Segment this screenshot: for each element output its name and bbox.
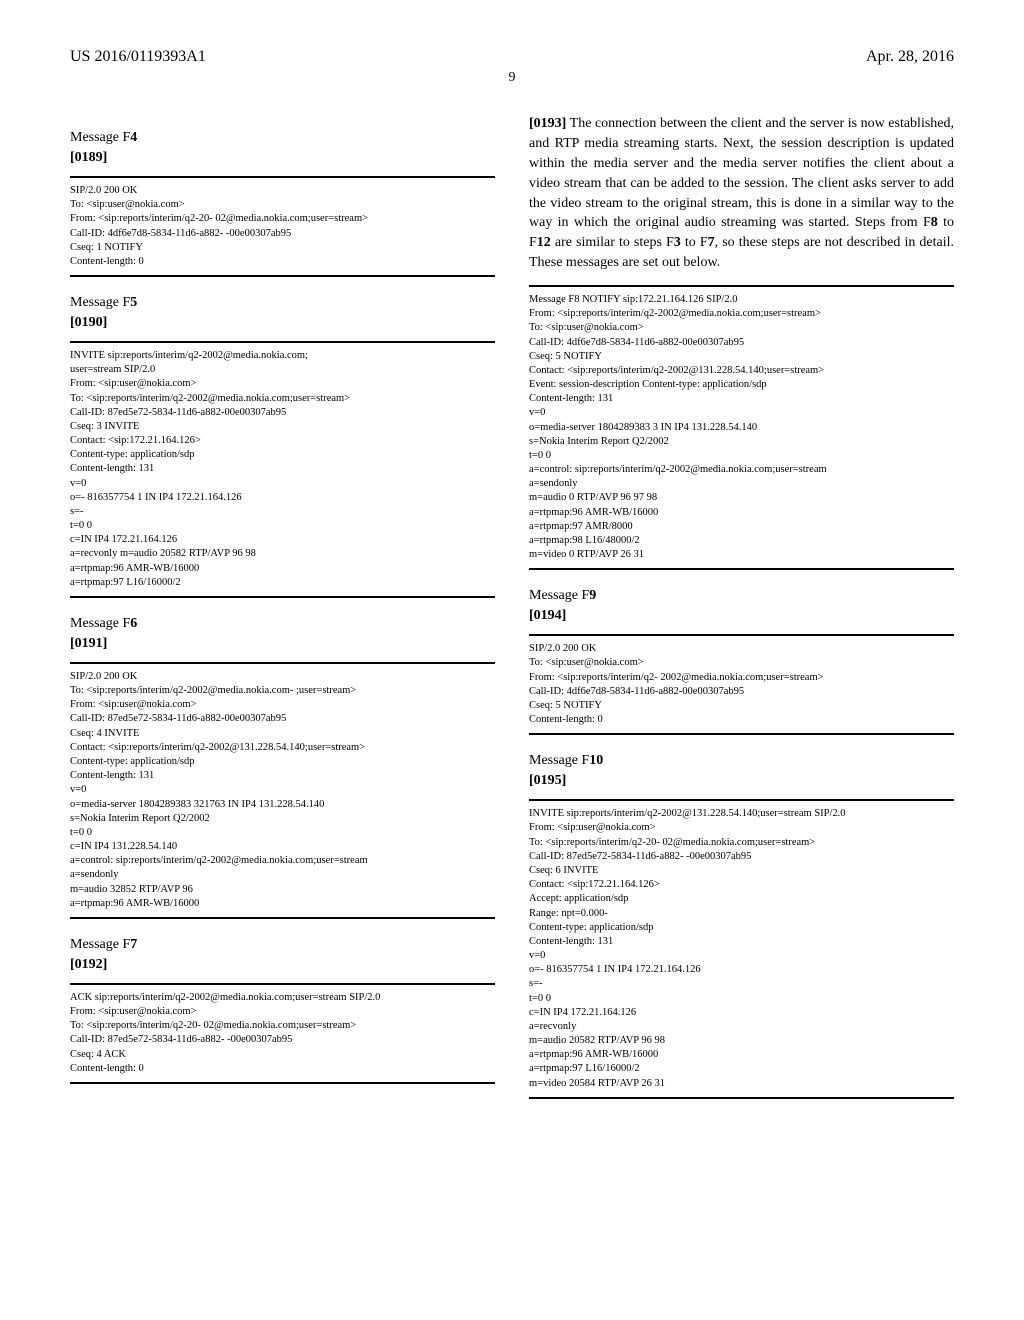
message-f6-code: SIP/2.0 200 OK To: <sip:reports/interim/…	[70, 662, 495, 919]
title-num: 7	[130, 937, 137, 952]
ref-num: 8	[931, 215, 938, 230]
title-num: 4	[130, 130, 137, 145]
title-num: 6	[130, 616, 137, 631]
paragraph-number: [0191]	[70, 636, 495, 652]
message-f4-code: SIP/2.0 200 OK To: <sip:user@nokia.com> …	[70, 176, 495, 277]
right-column: [0193] The connection between the client…	[529, 114, 954, 1117]
ref-num: 3	[674, 235, 681, 250]
paragraph-number: [0189]	[70, 150, 495, 166]
publication-date: Apr. 28, 2016	[866, 48, 954, 66]
title-prefix: Message F	[529, 753, 589, 768]
message-f5-title: Message F5	[70, 295, 495, 311]
para-text: to F	[681, 235, 708, 250]
columns: Message F4 [0189] SIP/2.0 200 OK To: <si…	[70, 114, 954, 1117]
title-prefix: Message F	[70, 130, 130, 145]
message-f7-title: Message F7	[70, 937, 495, 953]
message-f9-code: SIP/2.0 200 OK To: <sip:user@nokia.com> …	[529, 634, 954, 735]
left-column: Message F4 [0189] SIP/2.0 200 OK To: <si…	[70, 114, 495, 1117]
message-f4-title: Message F4	[70, 130, 495, 146]
message-f7-code: ACK sip:reports/interim/q2-2002@media.no…	[70, 983, 495, 1084]
paragraph-number: [0195]	[529, 773, 954, 789]
paragraph-number: [0192]	[70, 957, 495, 973]
paragraph-number: [0190]	[70, 315, 495, 331]
ref-num: 12	[537, 235, 551, 250]
paragraph-0193: [0193] The connection between the client…	[529, 114, 954, 273]
title-prefix: Message F	[70, 616, 130, 631]
paragraph-number: [0193]	[529, 116, 566, 131]
message-f10-code: INVITE sip:reports/interim/q2-2002@131.2…	[529, 799, 954, 1098]
message-f10-title: Message F10	[529, 753, 954, 769]
ref-num: 7	[708, 235, 715, 250]
para-text: are similar to steps F	[551, 235, 674, 250]
title-prefix: Message F	[529, 588, 589, 603]
title-num: 5	[130, 295, 137, 310]
message-f5-code: INVITE sip:reports/interim/q2-2002@media…	[70, 341, 495, 598]
message-f8-code: Message F8 NOTIFY sip:172.21.164.126 SIP…	[529, 285, 954, 570]
title-prefix: Message F	[70, 937, 130, 952]
title-prefix: Message F	[70, 295, 130, 310]
title-num: 10	[589, 753, 603, 768]
para-text: The connection between the client and th…	[529, 116, 954, 230]
page-header: US 2016/0119393A1 Apr. 28, 2016	[70, 48, 954, 66]
title-num: 9	[589, 588, 596, 603]
page-number: 9	[70, 70, 954, 86]
message-f9-title: Message F9	[529, 588, 954, 604]
paragraph-number: [0194]	[529, 608, 954, 624]
publication-number: US 2016/0119393A1	[70, 48, 206, 66]
page: US 2016/0119393A1 Apr. 28, 2016 9 Messag…	[0, 0, 1024, 1320]
message-f6-title: Message F6	[70, 616, 495, 632]
